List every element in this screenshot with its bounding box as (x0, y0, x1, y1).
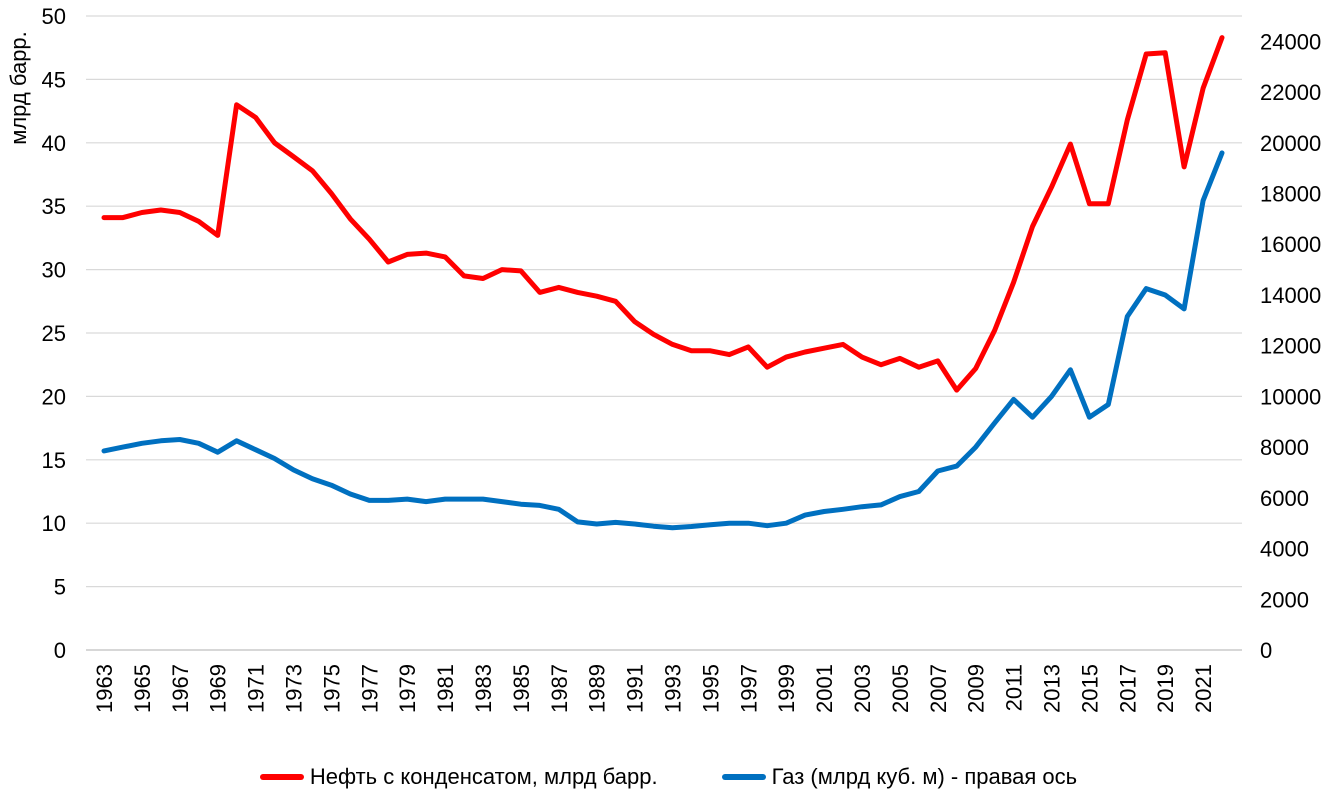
left-tick-label: 45 (42, 67, 66, 92)
x-tick-label: 1995 (698, 664, 723, 713)
left-axis-ticks: 0 5 10 15 20 25 30 35 40 45 50 (42, 4, 66, 663)
left-tick-label: 5 (54, 575, 66, 600)
x-tick-label: 1975 (319, 664, 344, 713)
legend-label-gas: Газ (млрд куб. м) - правая ось (771, 764, 1078, 789)
right-tick-label: 16000 (1260, 232, 1321, 257)
right-tick-label: 18000 (1260, 182, 1321, 207)
left-tick-label: 10 (42, 511, 66, 536)
right-tick-label: 22000 (1260, 80, 1321, 105)
left-tick-label: 40 (42, 131, 66, 156)
series-line-oil (101, 35, 1225, 393)
legend-swatch-oil (259, 774, 304, 780)
x-tick-label: 2003 (850, 664, 875, 713)
x-tick-label: 1989 (585, 664, 610, 713)
x-tick-label: 1967 (168, 664, 193, 713)
left-tick-label: 20 (42, 384, 66, 409)
x-tick-label: 1987 (547, 664, 572, 713)
x-tick-label: 2015 (1077, 664, 1102, 713)
right-tick-label: 6000 (1260, 486, 1309, 511)
x-tick-label: 1993 (660, 664, 685, 713)
x-tick-label: 2013 (1039, 664, 1064, 713)
x-tick-label: 1971 (244, 664, 269, 713)
gridlines (86, 15, 1242, 651)
right-tick-label: 14000 (1260, 283, 1321, 308)
legend-swatch-gas (721, 774, 766, 780)
x-tick-label: 2007 (926, 664, 951, 713)
x-tick-label: 1997 (736, 664, 761, 713)
right-tick-label: 12000 (1260, 334, 1321, 359)
left-tick-label: 15 (42, 448, 66, 473)
series-line-gas (101, 150, 1225, 531)
right-tick-label: 2000 (1260, 587, 1309, 612)
x-tick-label: 2001 (812, 664, 837, 713)
legend-item-oil: Нефть с конденсатом, млрд барр. (259, 764, 658, 790)
x-tick-label: 2005 (888, 664, 913, 713)
right-tick-label: 10000 (1260, 384, 1321, 409)
x-tick-label: 2009 (964, 664, 989, 713)
x-tick-label: 1979 (395, 664, 420, 713)
x-axis-ticks: 1963 1965 1967 1969 1971 1973 1975 1977 1979 1981… (92, 664, 1216, 713)
x-tick-label: 1991 (623, 664, 648, 713)
left-tick-label: 25 (42, 321, 66, 346)
x-tick-label: 1977 (357, 664, 382, 713)
right-tick-label: 20000 (1260, 131, 1321, 156)
legend: Нефть с конденсатом, млрд барр. Газ (млр… (0, 760, 1337, 794)
left-tick-label: 50 (42, 4, 66, 29)
x-tick-label: 2019 (1153, 664, 1178, 713)
legend-item-gas: Газ (млрд куб. м) - правая ось (721, 764, 1078, 790)
x-tick-label: 2011 (1002, 664, 1027, 711)
x-tick-label: 1983 (471, 664, 496, 713)
series-layer (101, 35, 1225, 531)
legend-label-oil: Нефть с конденсатом, млрд барр. (309, 764, 658, 789)
right-tick-label: 8000 (1260, 435, 1309, 460)
right-tick-label: 24000 (1260, 29, 1321, 54)
left-tick-label: 35 (42, 194, 66, 219)
left-tick-label: 0 (54, 638, 66, 663)
right-axis-ticks: 0 2000 4000 6000 8000 10000 12000 14000 16000 180… (1260, 29, 1321, 663)
x-tick-label: 1973 (281, 664, 306, 713)
left-tick-label: 30 (42, 258, 66, 283)
x-tick-label: 1969 (206, 664, 231, 713)
x-tick-label: 1985 (509, 664, 534, 713)
x-tick-label: 2021 (1191, 664, 1216, 713)
x-tick-label: 1965 (130, 664, 155, 713)
left-axis-title: млрд барр. (6, 31, 31, 145)
right-tick-label: 0 (1260, 638, 1272, 663)
x-tick-label: 1981 (433, 664, 458, 713)
x-tick-label: 1999 (774, 664, 799, 713)
x-tick-label: 2017 (1115, 664, 1140, 713)
right-tick-label: 4000 (1260, 537, 1309, 562)
x-tick-label: 1963 (92, 664, 117, 713)
